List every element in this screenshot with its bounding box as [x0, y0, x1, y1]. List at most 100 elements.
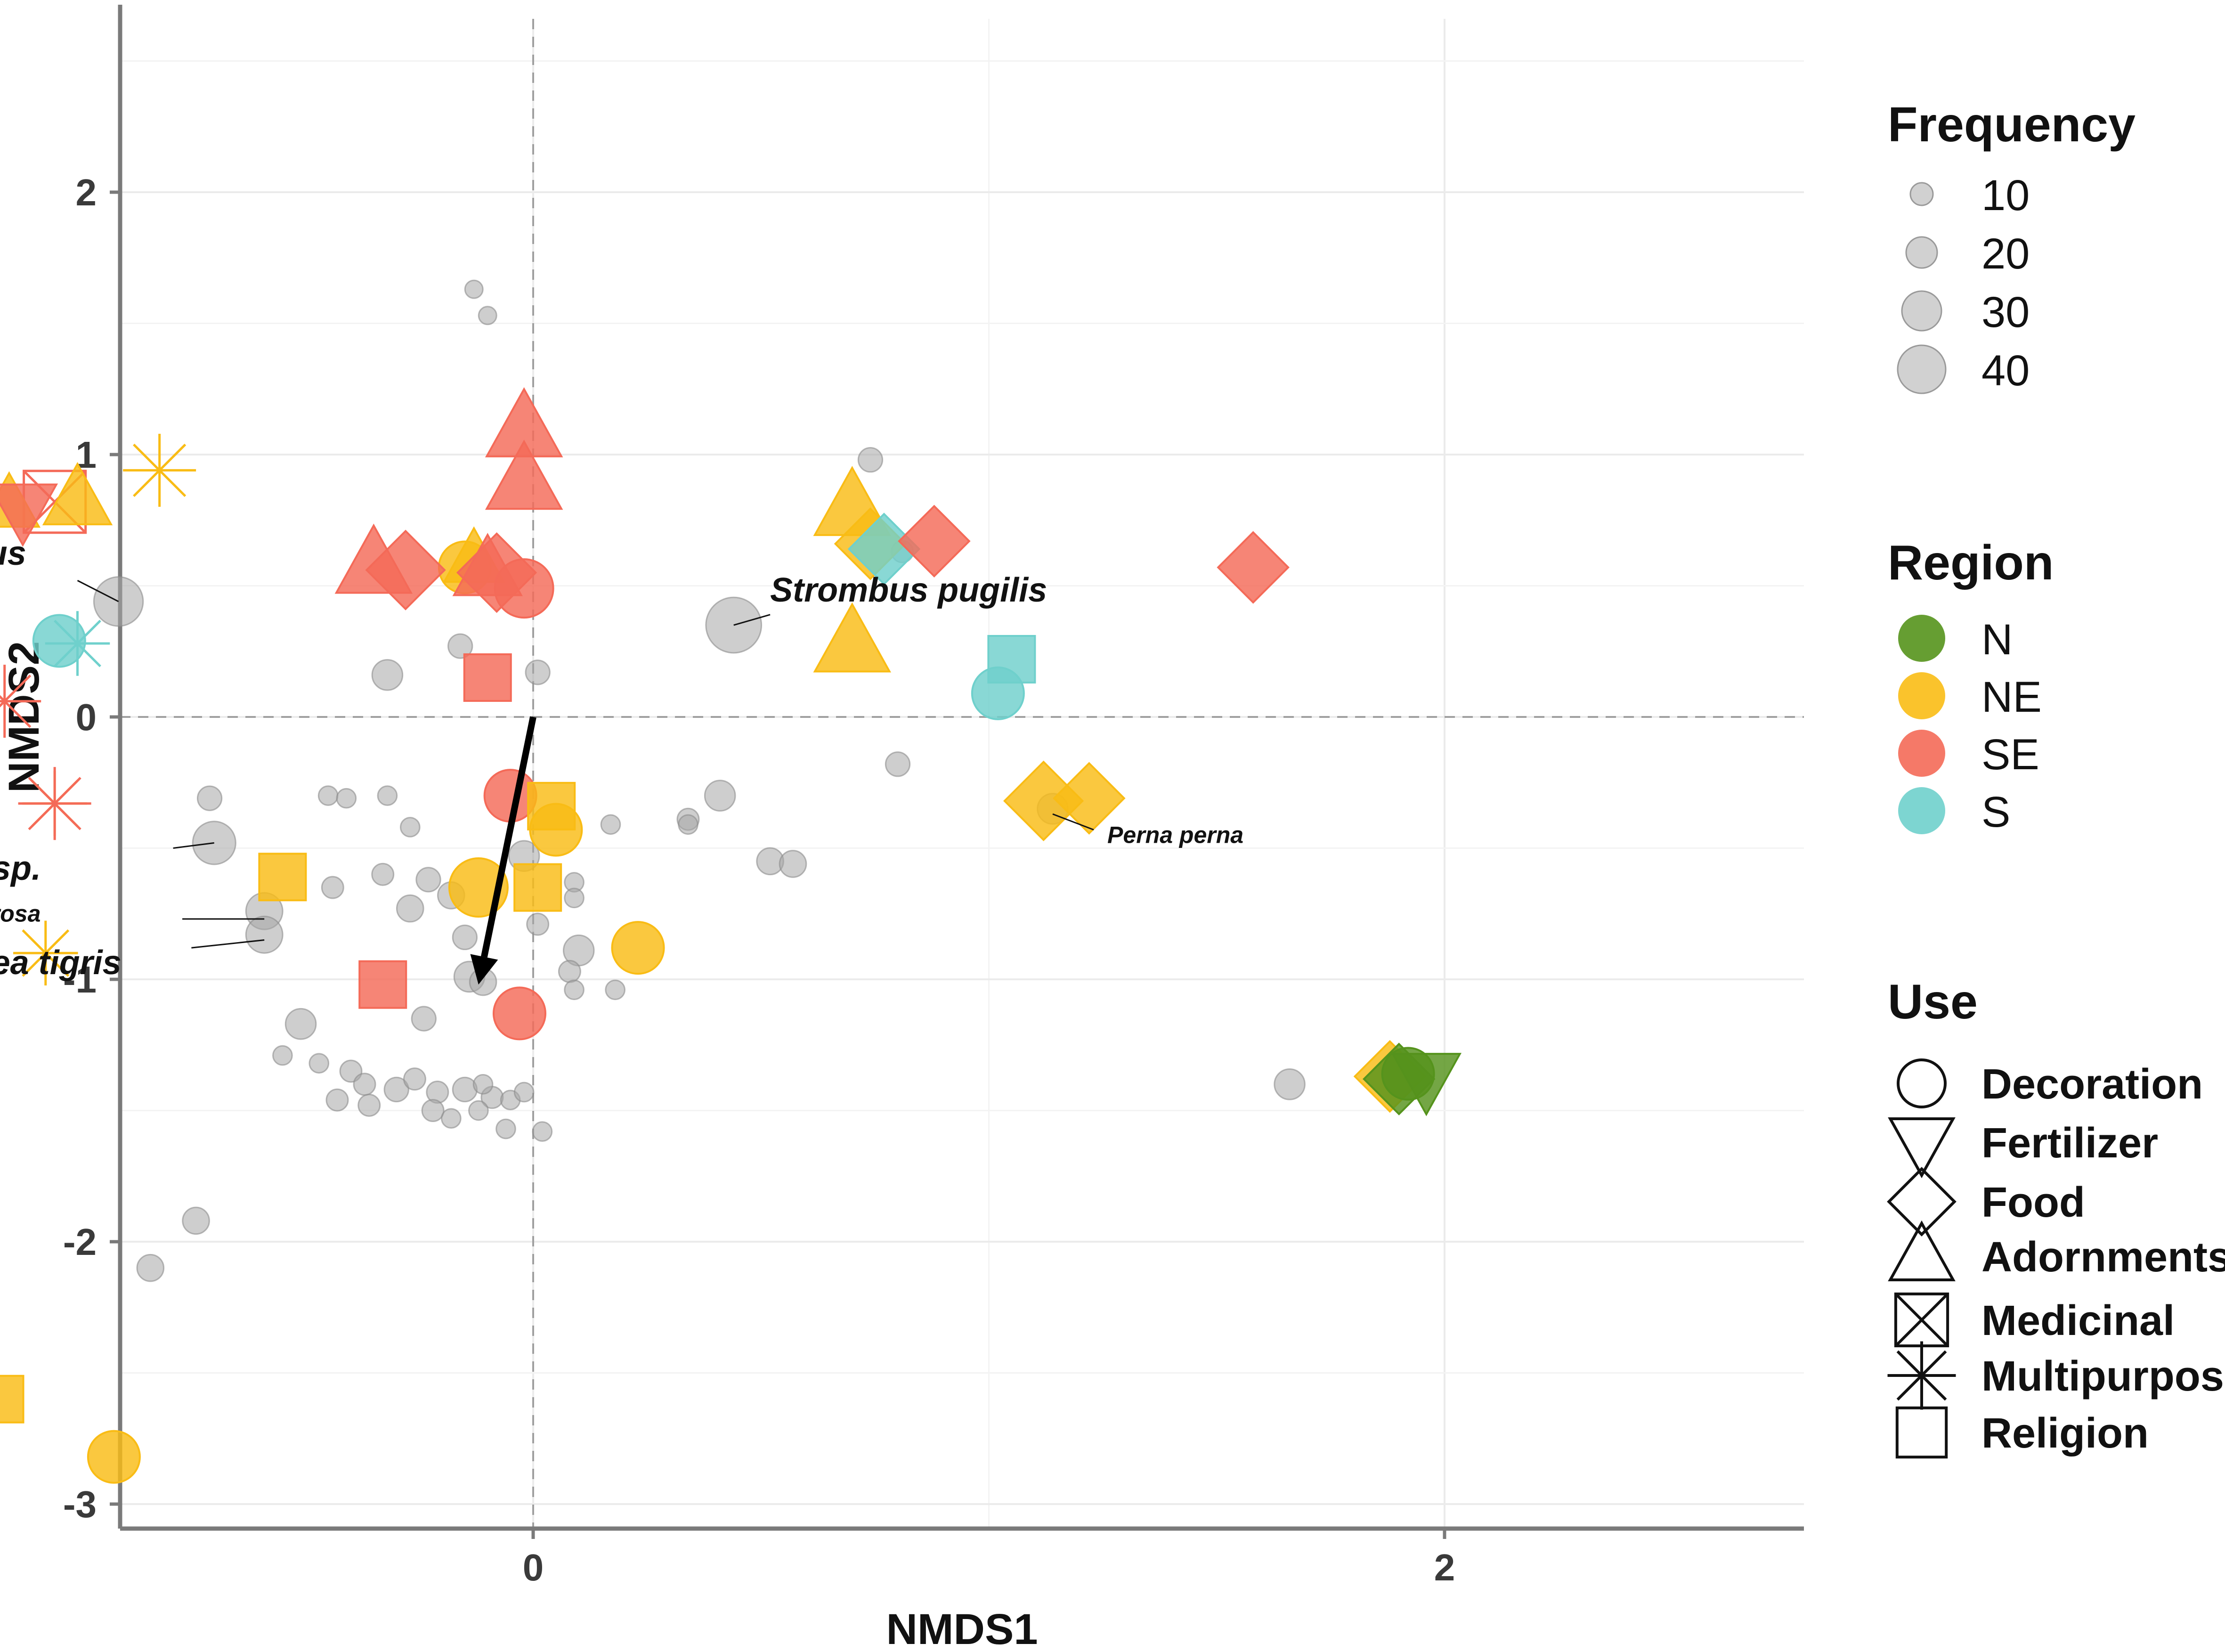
species-point	[441, 1108, 462, 1129]
data-point-decoration	[611, 921, 665, 975]
data-point-religion	[513, 863, 562, 912]
y-axis-title: NMDS2	[0, 641, 48, 793]
legend-use-title: Use	[1888, 975, 1978, 1029]
species-point	[421, 1099, 445, 1122]
species-point	[353, 1073, 376, 1096]
legend-use-label: Food	[1981, 1179, 2085, 1226]
data-point-food	[1217, 531, 1290, 604]
species-label: Perna perna	[1107, 822, 1243, 848]
species-point	[472, 1074, 494, 1095]
legend-region-label: N	[1981, 616, 2013, 664]
species-point	[857, 447, 884, 473]
data-point-religion	[358, 960, 407, 1009]
species-point	[452, 924, 478, 951]
y-tick-label: -3	[63, 1483, 97, 1525]
species-label: Strombus pugilis	[770, 571, 1047, 609]
species-point	[600, 814, 621, 835]
species-point	[525, 659, 551, 685]
legend-frequency: Frequency 10 20 30 40	[1888, 98, 2136, 395]
species-point	[779, 850, 807, 878]
data-point-fertilizer	[0, 483, 58, 547]
data-point-decoration	[494, 558, 554, 619]
legend-frequency-label: 30	[1981, 288, 2030, 336]
data-point-adornments	[42, 462, 113, 526]
legend-use-label: Multipurpose	[1981, 1353, 2225, 1400]
species-point	[399, 817, 421, 838]
data-point-food	[898, 505, 971, 578]
y-tick-label: 0	[76, 696, 97, 738]
species-point	[411, 1006, 437, 1032]
y-tick-label: -1	[63, 959, 97, 1001]
data-point-religion	[258, 853, 307, 902]
legend-frequency-swatch	[1909, 182, 1934, 206]
legend-use-swatch	[1888, 1117, 1956, 1179]
species-point	[321, 876, 344, 899]
species-point	[564, 979, 585, 1001]
legend-region-label: S	[1981, 788, 2010, 836]
species-point	[317, 785, 339, 806]
data-point-decoration	[492, 986, 546, 1041]
species-point	[478, 306, 497, 326]
species-label: Cassis tuberosa	[0, 900, 41, 927]
data-point-decoration	[1381, 1047, 1435, 1101]
data-point-decoration	[529, 803, 583, 857]
plot-panel	[120, 19, 1804, 1529]
legend-use-label: Adornments	[1981, 1234, 2225, 1281]
label-leader-line	[733, 614, 771, 626]
data-point-decoration	[32, 614, 86, 668]
x-tick-label: 2	[1434, 1546, 1455, 1588]
label-leader-line	[191, 939, 265, 949]
data-point-food	[1053, 762, 1126, 835]
species-point	[1274, 1068, 1306, 1100]
legend-use-swatch	[1894, 1292, 1949, 1348]
species-point	[357, 1093, 381, 1117]
legend-region-swatch	[1898, 615, 1945, 662]
data-point-food	[365, 529, 446, 610]
data-point-multipurpose	[13, 920, 78, 986]
y-tick-label: -2	[63, 1221, 97, 1263]
species-point	[136, 1253, 165, 1282]
species-point	[182, 1206, 210, 1235]
species-point	[309, 1053, 330, 1074]
use-points	[0, 387, 1462, 1484]
data-point-religion	[0, 1375, 24, 1424]
data-point-multipurpose	[0, 665, 41, 738]
x-axis-title: NMDS1	[886, 1605, 1038, 1652]
species-point	[403, 1067, 426, 1091]
species-point	[885, 751, 911, 777]
species-point	[532, 1121, 553, 1142]
species-point	[284, 1008, 317, 1040]
data-point-adornments	[813, 602, 891, 673]
label-leader-line	[1052, 813, 1094, 830]
vector-arrow-head	[470, 954, 498, 985]
species-point	[704, 780, 736, 812]
species-point	[513, 1082, 535, 1103]
species-point	[468, 1100, 489, 1121]
vector-arrow-line	[481, 716, 536, 958]
species-point	[558, 960, 581, 983]
legend-use-label: Fertilizer	[1981, 1120, 2158, 1167]
species-label: Monetaria annulus	[0, 535, 26, 572]
species-point	[464, 279, 484, 299]
species-point	[526, 912, 550, 936]
legend-frequency-swatch	[1905, 236, 1938, 269]
species-point	[396, 894, 424, 923]
legend-region-label: SE	[1981, 731, 2039, 779]
species-point	[678, 814, 698, 835]
species-point	[371, 863, 395, 886]
label-leader-line	[77, 580, 119, 602]
species-point	[325, 1088, 349, 1112]
species-point	[377, 785, 398, 806]
legend-use-swatch	[1897, 1058, 1947, 1108]
legend-use-label: Medicinal	[1981, 1297, 2175, 1344]
legend-use-swatch	[1887, 1167, 1957, 1237]
species-point	[564, 887, 585, 909]
legend-frequency-title: Frequency	[1888, 98, 2136, 152]
legend-use-swatch	[1895, 1406, 1948, 1459]
species-point	[196, 785, 223, 811]
data-point-adornments	[485, 439, 563, 510]
legend-use-label: Religion	[1981, 1410, 2149, 1457]
species-point	[245, 915, 284, 954]
